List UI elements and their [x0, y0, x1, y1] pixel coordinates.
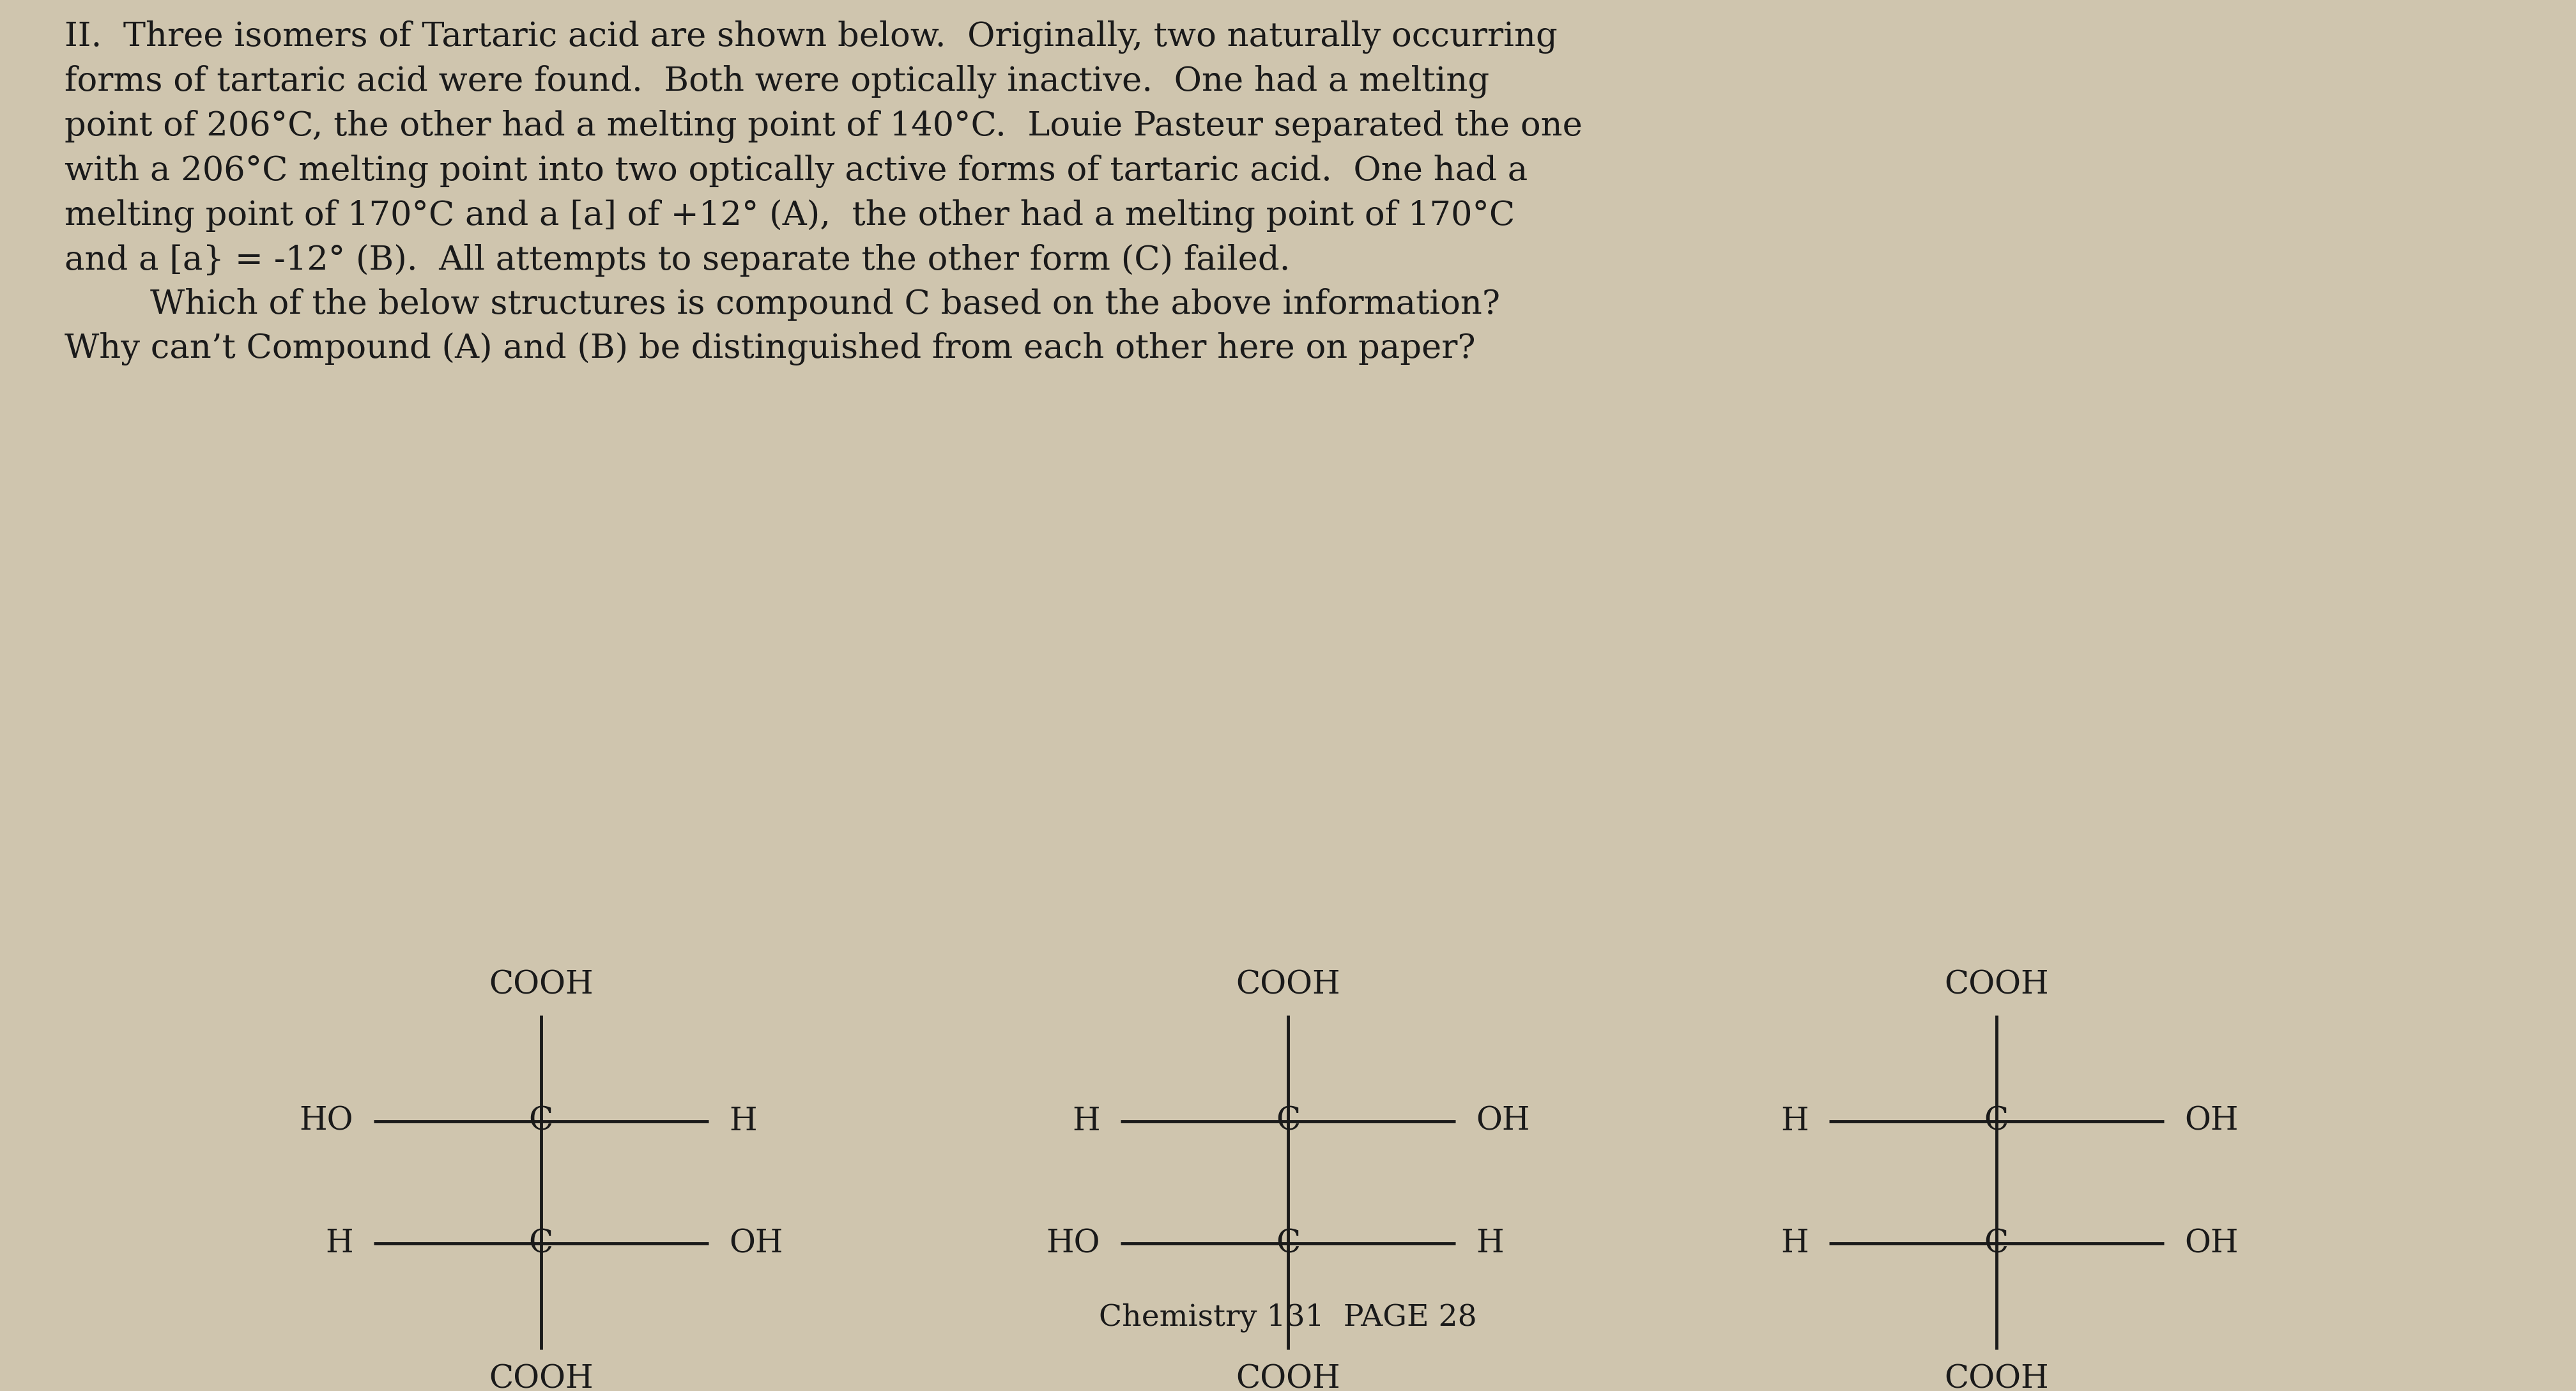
Text: H: H — [1476, 1228, 1504, 1259]
Text: H: H — [729, 1106, 757, 1136]
Text: COOH: COOH — [489, 1363, 592, 1391]
Text: OH: OH — [2184, 1106, 2239, 1136]
Text: COOH: COOH — [1945, 970, 2048, 1002]
Text: C: C — [1275, 1106, 1301, 1136]
Text: HO: HO — [1046, 1228, 1100, 1259]
Text: C: C — [1984, 1228, 2009, 1259]
Text: C: C — [1275, 1228, 1301, 1259]
Text: C: C — [528, 1106, 554, 1136]
Text: HO: HO — [299, 1106, 353, 1136]
Text: COOH: COOH — [1945, 1363, 2048, 1391]
Text: H: H — [325, 1228, 353, 1259]
Text: C: C — [1984, 1106, 2009, 1136]
Text: OH: OH — [2184, 1228, 2239, 1259]
Text: C: C — [528, 1228, 554, 1259]
Text: COOH: COOH — [1236, 970, 1340, 1002]
Text: H: H — [1072, 1106, 1100, 1136]
Text: OH: OH — [729, 1228, 783, 1259]
Text: Chemistry 131  PAGE 28: Chemistry 131 PAGE 28 — [1100, 1303, 1476, 1333]
Text: OH: OH — [1476, 1106, 1530, 1136]
Text: COOH: COOH — [489, 970, 592, 1002]
Text: H: H — [1780, 1106, 1808, 1136]
Text: H: H — [1780, 1228, 1808, 1259]
Text: COOH: COOH — [1236, 1363, 1340, 1391]
Text: II.  Three isomers of Tartaric acid are shown below.  Originally, two naturally : II. Three isomers of Tartaric acid are s… — [64, 21, 1582, 366]
